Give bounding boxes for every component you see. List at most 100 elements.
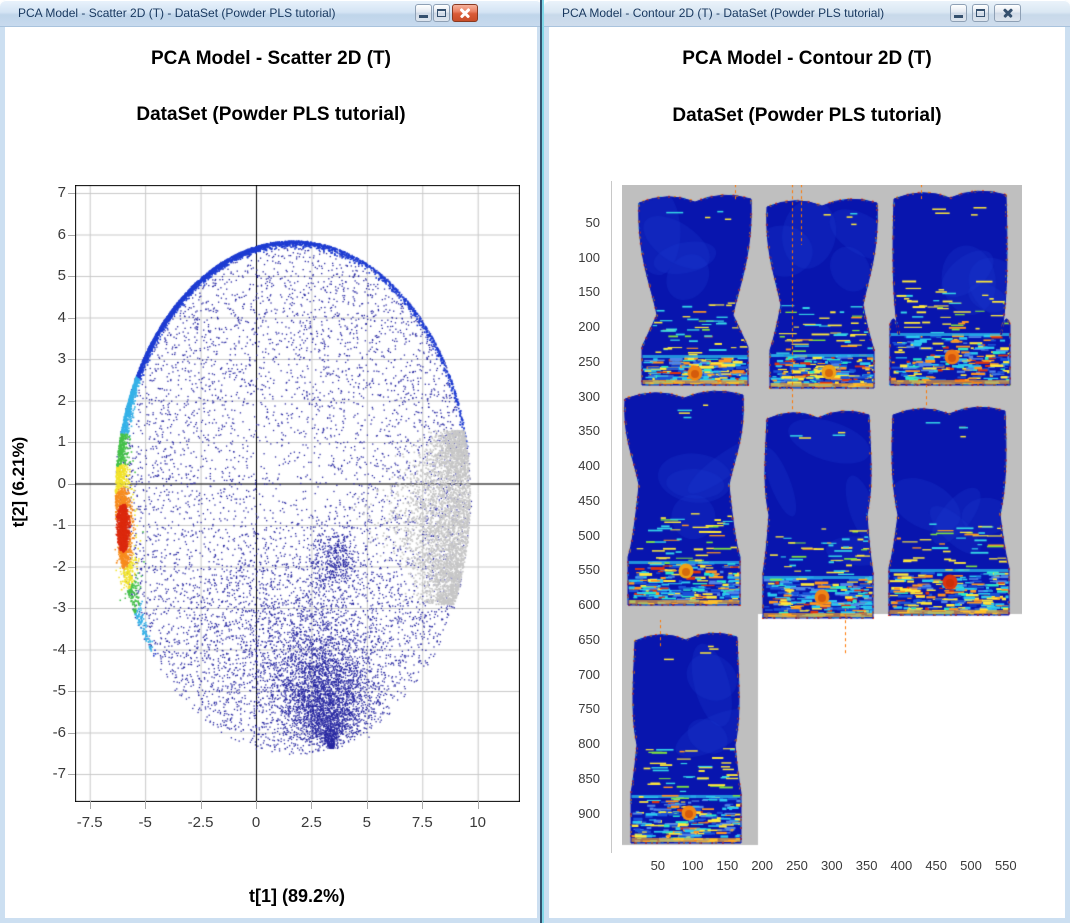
scatter-x-axis-label: t[1] (89.2%) (248, 886, 346, 906)
x-tick-label: -2.5 (187, 814, 214, 831)
y-tick-label: 0 (57, 474, 66, 492)
y-tick-mark (68, 732, 75, 734)
y-tick-label: -6 (52, 723, 66, 741)
y-tick-label: 600 (578, 597, 600, 613)
x-tick-label: 100 (681, 858, 704, 873)
x-tick-label: 250 (786, 858, 808, 873)
minimize-button[interactable] (950, 4, 967, 22)
y-tick-label: 700 (578, 666, 600, 682)
x-tick-mark (145, 801, 147, 809)
x-tick-label: 5 (362, 814, 372, 831)
y-tick-label: 650 (578, 631, 600, 647)
x-tick-label: 7.5 (411, 814, 433, 831)
x-tick-label: 400 (890, 858, 913, 873)
y-tick-mark (68, 193, 75, 194)
y-tick-label: 5 (57, 267, 66, 284)
y-tick-label: 200 (578, 319, 600, 335)
window-edge-shadow (540, 0, 542, 923)
y-tick-mark (68, 774, 75, 775)
x-tick-label: 300 (820, 858, 843, 873)
y-tick-mark (68, 234, 75, 236)
y-tick-label: 250 (578, 353, 600, 369)
x-tick-label: 0 (251, 814, 261, 831)
x-tick-label: 500 (960, 858, 982, 873)
scatter-plot-title: PCA Model - Scatter 2D (T) (151, 48, 391, 69)
y-tick-label: 150 (578, 284, 600, 300)
maximize-icon (976, 9, 985, 17)
window-title: PCA Model - Contour 2D (T) - DataSet (Po… (562, 6, 885, 20)
y-tick-label: 6 (57, 225, 66, 243)
y-tick-label: 7 (57, 184, 66, 201)
contour-plot-title: PCA Model - Contour 2D (T) (682, 48, 932, 69)
x-tick-label: 150 (716, 858, 739, 873)
x-tick-mark (366, 801, 368, 809)
close-button[interactable] (994, 4, 1021, 22)
y-tick-label: 850 (578, 771, 600, 786)
y-tick-mark (68, 276, 75, 277)
y-tick-label: 1 (57, 433, 66, 450)
y-tick-mark (68, 359, 75, 360)
y-tick-mark (68, 525, 75, 526)
minimize-button[interactable] (415, 4, 432, 22)
y-tick-label: 800 (578, 736, 600, 752)
y-tick-mark (68, 317, 75, 319)
maximize-button[interactable] (433, 4, 450, 22)
y-tick-mark (68, 691, 75, 692)
y-tick-label: 550 (578, 562, 600, 578)
x-tick-label: 450 (925, 858, 948, 873)
x-tick-mark (89, 801, 91, 809)
x-tick-label: 200 (751, 858, 774, 873)
scatter-plot-canvas[interactable] (75, 185, 520, 802)
y-tick-label: -7 (52, 765, 66, 782)
y-tick-mark (68, 400, 75, 402)
y-tick-label: -5 (52, 682, 66, 699)
x-tick-mark (311, 801, 313, 809)
x-tick-label: 350 (855, 858, 878, 873)
window-title: PCA Model - Scatter 2D (T) - DataSet (Po… (18, 6, 336, 20)
y-tick-label: -3 (52, 599, 66, 616)
y-tick-label: 750 (578, 701, 600, 717)
y-tick-label: -4 (52, 640, 66, 658)
maximize-icon (437, 9, 446, 17)
y-tick-label: 4 (57, 308, 66, 326)
y-tick-label: 400 (578, 458, 600, 474)
x-tick-label: -5 (138, 814, 152, 831)
x-tick-mark (422, 801, 424, 809)
contour-plot-subtitle: DataSet (Powder PLS tutorial) (672, 105, 942, 126)
y-tick-label: -1 (52, 516, 66, 533)
y-tick-label: 50 (585, 214, 600, 230)
y-tick-mark (68, 649, 75, 651)
close-button[interactable] (452, 4, 478, 22)
x-tick-label: 550 (994, 858, 1017, 873)
y-tick-mark (68, 483, 75, 485)
x-tick-mark (200, 801, 202, 809)
contour-plot-canvas[interactable] (622, 185, 1022, 847)
scatter-y-axis-label: t[2] (6.21%) (9, 436, 28, 528)
y-tick-label: 300 (578, 388, 600, 404)
y-tick-mark (68, 442, 75, 443)
y-tick-label: 500 (578, 527, 600, 543)
x-tick-label: 50 (650, 858, 666, 873)
x-tick-label: 10 (469, 814, 487, 831)
y-tick-label: 350 (578, 423, 600, 439)
x-tick-label: 2.5 (300, 814, 322, 831)
window-scatter: PCA Model - Scatter 2D (T) - DataSet (Po… (0, 0, 542, 923)
y-tick-label: 3 (57, 350, 66, 367)
minimize-icon (954, 15, 963, 18)
y-tick-mark (68, 608, 75, 609)
y-tick-mark (68, 566, 75, 568)
y-tick-label: -2 (52, 557, 66, 575)
contour-axis-line (611, 181, 612, 853)
y-tick-label: 100 (578, 249, 600, 265)
y-tick-label: 900 (578, 805, 600, 821)
y-tick-label: 450 (578, 492, 600, 508)
title-bar[interactable]: PCA Model - Scatter 2D (T) - DataSet (Po… (0, 0, 542, 27)
x-tick-label: -7.5 (76, 814, 103, 831)
scatter-plot-subtitle: DataSet (Powder PLS tutorial) (136, 104, 406, 125)
minimize-icon (419, 15, 428, 18)
x-tick-mark (477, 801, 479, 809)
maximize-button[interactable] (972, 4, 989, 22)
title-bar[interactable]: PCA Model - Contour 2D (T) - DataSet (Po… (544, 0, 1070, 27)
x-tick-mark (256, 801, 257, 809)
